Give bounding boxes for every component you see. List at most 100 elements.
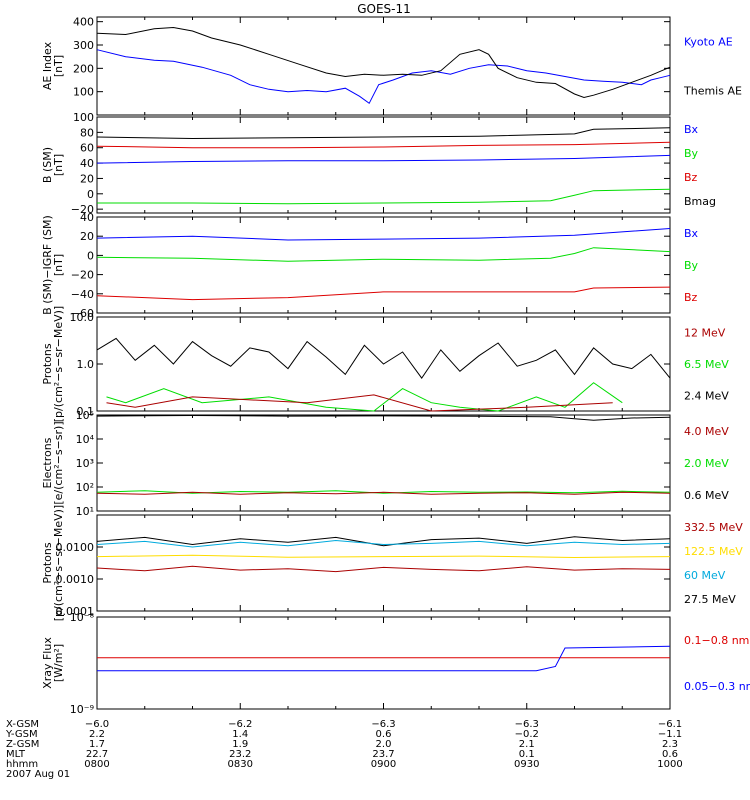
y-axis-label: B (SM)−IGRF (SM)	[41, 215, 54, 315]
panel-frame	[96, 414, 671, 512]
axis-row-value: 1.4	[232, 729, 248, 740]
y-tick-label: 10⁵	[76, 409, 94, 422]
axis-row-value: −6.2	[228, 719, 252, 730]
legend-entry: By	[684, 259, 699, 272]
axis-row-label: MLT	[6, 749, 26, 760]
series-2-0-mev	[96, 490, 671, 494]
series-bx	[96, 228, 671, 241]
series-kyoto-ae	[96, 49, 671, 105]
series-6-5-mev	[106, 382, 623, 412]
panel-protons_high: 0.0001 0.0010 0.0100Protons[p/(cm²−s−sr−Me…	[41, 505, 743, 621]
panel-frame	[96, 16, 671, 116]
bottom-axis: X-GSM −6.0 −6.2 −6.3 −6.3 −6.1 Y-GSM 2.2 1.4 0.6 −…	[5, 719, 683, 780]
legend-entry: 0.1−0.8 nm	[684, 634, 749, 647]
axis-row-value: 23.7	[372, 749, 394, 760]
series-27-5-mev	[96, 536, 671, 547]
panel-bsm: −20 0 20 40 60 80 100 B (SM)[nT] Bx By Bz Bmag	[41, 111, 716, 216]
y-axis-label: Protons	[41, 343, 54, 384]
y-tick-label: 0	[87, 188, 94, 201]
legend-entry: Bz	[684, 171, 698, 184]
series-0-6-mev	[96, 414, 671, 421]
y-axis-label: [nT]	[52, 55, 65, 77]
axis-row-value: 0800	[84, 759, 109, 770]
y-tick-label: 0.0100	[56, 541, 95, 554]
y-tick-label: 200	[73, 62, 94, 75]
panel-xray: 10⁻⁹ 10⁻⁸ Xray Flux[W/m²] 0.1−0.8 nm 0.05−0.…	[41, 611, 750, 716]
y-axis-label: Protons	[41, 542, 54, 583]
y-tick-label: 0	[87, 249, 94, 262]
y-tick-label: 1.0	[77, 358, 95, 371]
y-axis-label: [p/(cm²−s−sr−MeV)]	[52, 306, 65, 422]
series-4-0-mev	[96, 491, 671, 495]
series-60-mev	[96, 539, 671, 548]
y-tick-label: 20	[80, 230, 94, 243]
legend-entry: 122.5 MeV	[684, 545, 743, 558]
y-tick-label: −20	[71, 203, 94, 216]
y-tick-label: 40	[80, 211, 94, 224]
y-tick-label: 100	[73, 111, 94, 124]
series-12-mev	[106, 394, 613, 412]
y-tick-label: 10³	[76, 457, 94, 470]
y-axis-label: Electrons	[41, 437, 54, 488]
axis-row-value: −0.2	[515, 729, 539, 740]
axis-row-value: 2.3	[662, 739, 678, 750]
y-tick-label: 0.1	[77, 405, 95, 418]
y-axis-label: [p/(cm²−s−sr−MeV)]	[52, 505, 65, 621]
y-tick-label: 10⁻⁹	[70, 703, 94, 716]
legend-entry: 332.5 MeV	[684, 521, 743, 534]
y-tick-label: −20	[71, 269, 94, 282]
series-themis-ae	[96, 26, 671, 99]
axis-row-value: 1000	[657, 759, 682, 770]
y-tick-label: 100	[73, 86, 94, 99]
axis-row-value: −6.3	[371, 719, 395, 730]
y-tick-label: 300	[73, 39, 94, 52]
axis-row-value: 0.6	[376, 729, 392, 740]
series-bz	[96, 141, 671, 149]
y-axis-label: B (SM)	[41, 147, 54, 183]
y-axis-label: [e/(cm²−s−sr)]	[52, 421, 65, 504]
y-tick-label: 0.0001	[56, 605, 95, 618]
legend-entry: 2.4 MeV	[684, 389, 729, 402]
axis-row-label: X-GSM	[6, 719, 39, 730]
axis-row-label: hhmm	[6, 759, 38, 770]
y-axis-label: [nT]	[52, 254, 65, 276]
y-tick-label: 0.0010	[56, 573, 95, 586]
series-332-5-mev	[96, 565, 671, 573]
legend-entry: 6.5 MeV	[684, 358, 729, 371]
y-axis-label: [nT]	[52, 154, 65, 176]
y-tick-label: 20	[80, 172, 94, 185]
chart-title: GOES-11	[357, 2, 411, 16]
y-axis-label: [W/m²]	[52, 644, 65, 682]
series-0-05-0-3-nm	[97, 645, 671, 672]
legend-entry: Bmag	[684, 195, 716, 208]
series-122-5-mev	[96, 554, 671, 559]
panel-bigrf: −60 −40 −20 0 20 40 B (SM)−IGRF (SM)[nT] Bx By Bz	[41, 211, 699, 320]
axis-row-value: 1.9	[232, 739, 248, 750]
axis-row-value: −1.1	[658, 729, 682, 740]
axis-row-label: Y-GSM	[5, 729, 38, 740]
axis-row-value: 0.1	[519, 749, 535, 760]
legend-entry: Themis AE	[683, 85, 742, 98]
y-tick-label: 80	[80, 126, 94, 139]
series-by	[97, 188, 671, 205]
y-tick-label: 10²	[76, 481, 94, 494]
panel-frame	[96, 216, 671, 314]
date-label: 2007 Aug 01	[6, 769, 70, 780]
axis-row-value: 0.6	[662, 749, 678, 760]
y-tick-label: −40	[71, 288, 94, 301]
legend-entry: 2.0 MeV	[684, 457, 729, 470]
y-tick-label: 40	[80, 157, 94, 170]
axis-row-value: 0830	[228, 759, 253, 770]
y-axis-label: Xray Flux	[41, 637, 54, 689]
y-tick-label: 10⁴	[76, 433, 95, 446]
axis-row-value: 0930	[514, 759, 539, 770]
legend-entry: 4.0 MeV	[684, 425, 729, 438]
axis-row-value: 23.2	[229, 749, 251, 760]
series-by	[96, 247, 671, 262]
legend-entry: Bx	[684, 227, 699, 240]
axis-row-value: 2.1	[519, 739, 535, 750]
panel-protons_low: 0.1 1.0 10.0 Protons[p/(cm²−s−sr−MeV)] 12 Me…	[41, 306, 729, 422]
series-bx	[96, 154, 671, 164]
legend-entry: 0.05−0.3 nm	[684, 680, 750, 693]
